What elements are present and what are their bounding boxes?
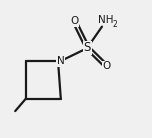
Text: S: S xyxy=(84,41,91,54)
Text: 2: 2 xyxy=(112,20,117,29)
Text: NH: NH xyxy=(98,15,113,25)
Text: O: O xyxy=(70,16,79,26)
Text: N: N xyxy=(57,56,65,66)
Text: O: O xyxy=(102,61,111,71)
